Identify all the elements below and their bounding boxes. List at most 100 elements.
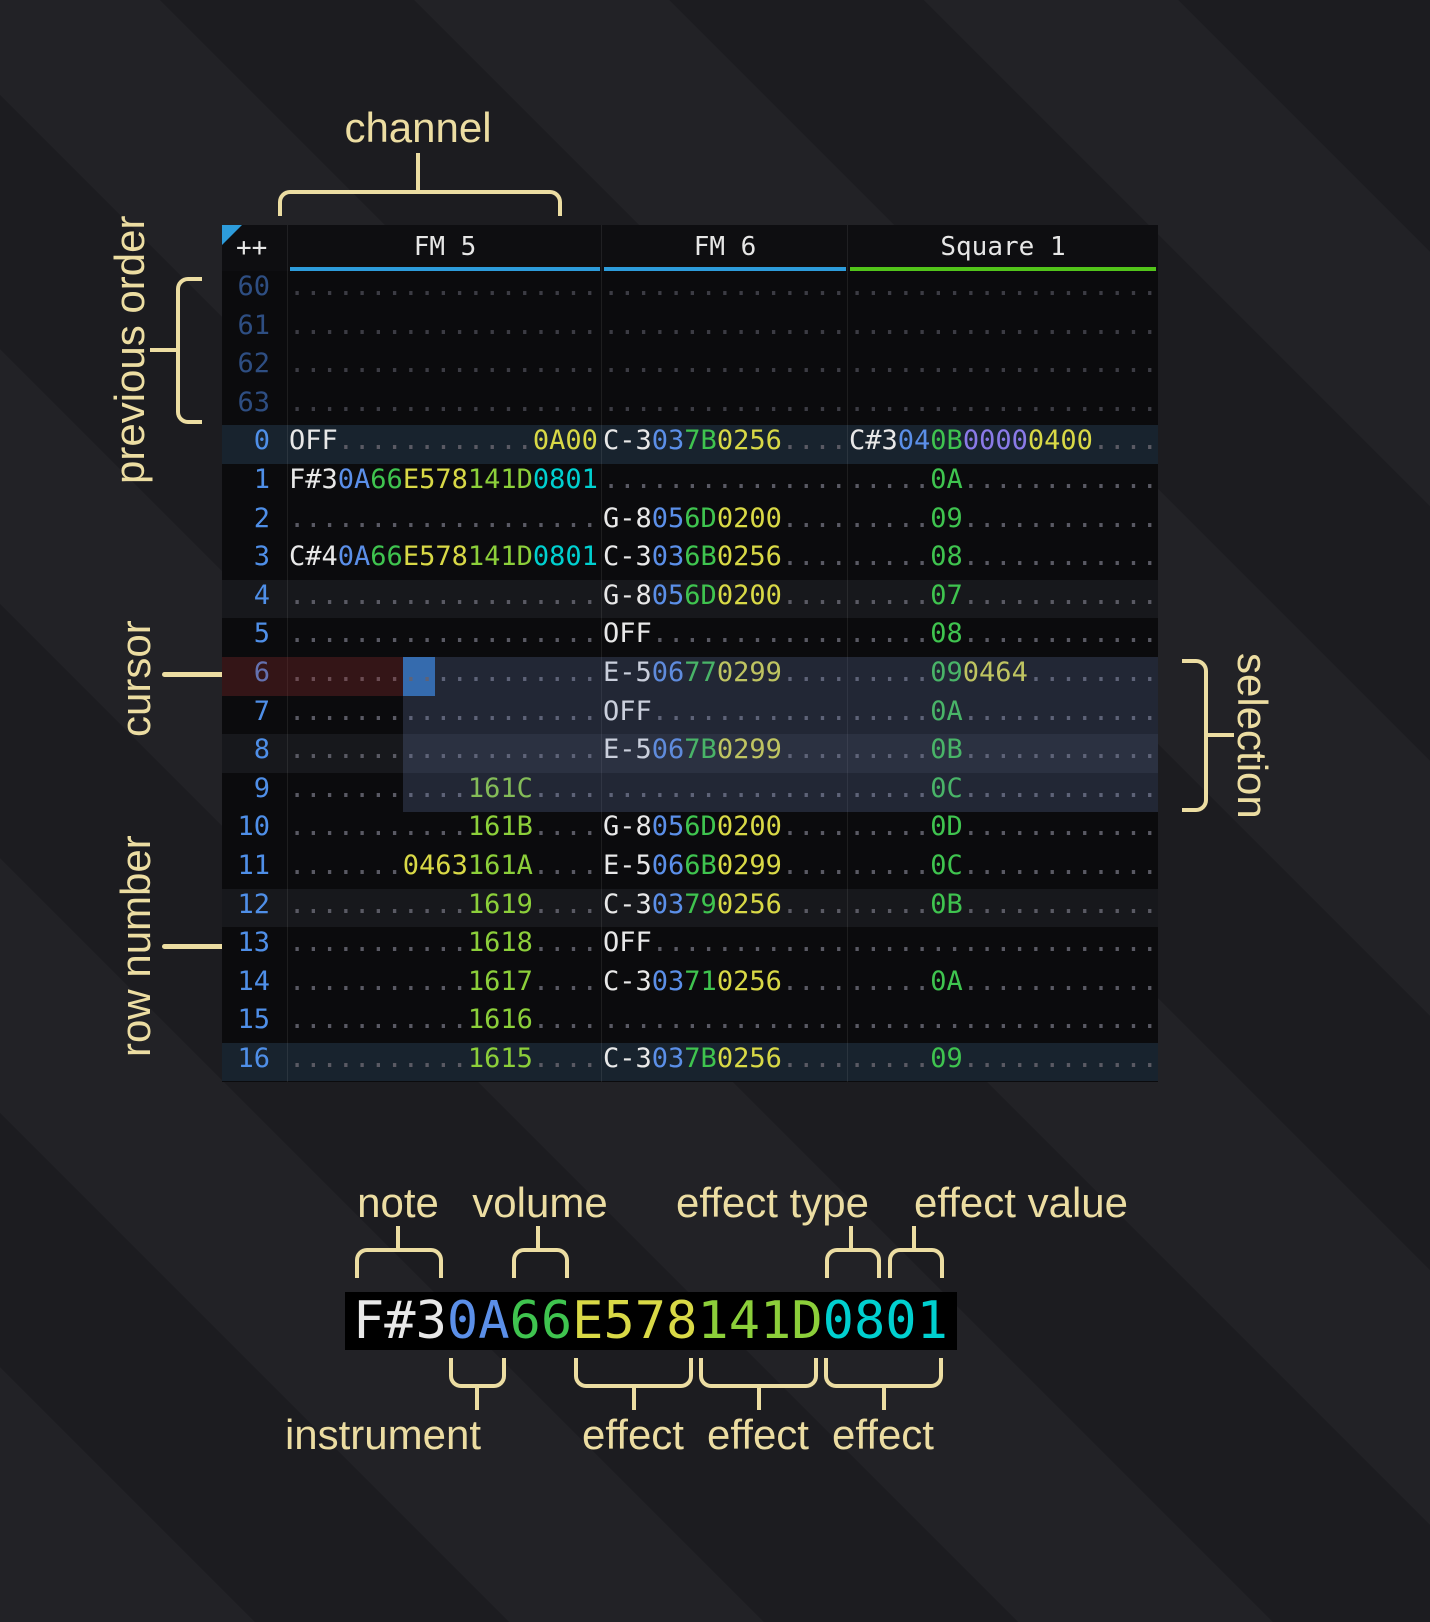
pattern-cell[interactable]: .....0B............: [848, 734, 1158, 773]
pattern-segment: 0A: [337, 541, 371, 573]
pattern-cell[interactable]: .....09............: [848, 1043, 1158, 1082]
pattern-cell[interactable]: ...................: [288, 696, 602, 735]
pattern-cell[interactable]: ...........1615....: [288, 1043, 602, 1082]
pattern-cell[interactable]: ...............: [602, 1004, 848, 1043]
channel-header[interactable]: FM 5: [288, 225, 602, 271]
pattern-cell[interactable]: ...................: [288, 656, 602, 696]
pattern-cell[interactable]: ...................: [288, 387, 602, 426]
pattern-cell[interactable]: ...........1616....: [288, 1004, 602, 1043]
pattern-cell[interactable]: .....0C............: [848, 773, 1158, 812]
pattern-segment: 0C: [930, 772, 963, 804]
pattern-cell[interactable]: E-5066B0299....: [602, 850, 848, 889]
pattern-cell[interactable]: OFF............: [602, 927, 848, 966]
pattern-cell[interactable]: G-8056D0200....: [602, 503, 848, 542]
pattern-cell[interactable]: .....08............: [848, 618, 1158, 657]
row-number-pointer-line: [162, 944, 230, 949]
pattern-cell[interactable]: G-8056D0200....: [602, 811, 848, 850]
previous-order-bracket: [176, 277, 202, 424]
pattern-cell[interactable]: ...................: [288, 348, 602, 387]
pattern-cell[interactable]: ...................: [288, 271, 602, 310]
pattern-cell[interactable]: E-506770299....: [602, 657, 848, 696]
pattern-segment: 0801: [532, 541, 598, 573]
pattern-cell[interactable]: ...........161C....: [288, 773, 602, 812]
pattern-segment: 0463: [402, 849, 468, 881]
pattern-cell[interactable]: .....07............: [848, 580, 1158, 619]
pattern-segment: ....: [781, 541, 847, 573]
pattern-cell[interactable]: C-3037B0256....: [602, 1043, 848, 1082]
pattern-segment: G-8: [603, 579, 652, 611]
pattern-cell[interactable]: ...................: [848, 1004, 1158, 1043]
pattern-row: 11 .......0463161A.... E-5066B0299........…: [222, 850, 1158, 889]
pattern-row: 8................... E-5067B0299.........…: [222, 734, 1158, 773]
pattern-segment: 08: [930, 618, 963, 650]
pattern-cell[interactable]: ...............: [602, 773, 848, 812]
pattern-cell[interactable]: ...............: [602, 387, 848, 426]
pattern-cell[interactable]: .....0A............: [848, 464, 1158, 503]
pattern-segment: 0299: [716, 656, 782, 688]
pattern-cell[interactable]: C-303790256....: [602, 889, 848, 928]
effect1-bracket: [574, 1358, 693, 1388]
pattern-cell[interactable]: G-8056D0200....: [602, 580, 848, 619]
pattern-cell[interactable]: .....0A............: [848, 966, 1158, 1005]
pattern-cell[interactable]: C#40A66E578141D0801: [288, 541, 602, 580]
pattern-cell[interactable]: F#30A66E578141D0801: [288, 464, 602, 503]
pattern-segment: 0B: [930, 734, 963, 766]
row-number: 60: [237, 271, 270, 302]
legend-segment: 1D: [760, 1291, 823, 1351]
pattern-cell[interactable]: ...................: [848, 348, 1158, 387]
pattern-cell[interactable]: ...................: [288, 503, 602, 542]
pattern-segment: ...................: [289, 734, 598, 766]
pattern-cell[interactable]: E-5067B0299....: [602, 734, 848, 773]
pattern-segment: 0A00: [532, 425, 598, 457]
channel-header[interactable]: Square 1: [848, 225, 1158, 271]
pattern-cell[interactable]: C-3036B0256....: [602, 541, 848, 580]
pattern-cell[interactable]: ...........1617....: [288, 966, 602, 1005]
pattern-cell[interactable]: ...............: [602, 310, 848, 349]
row-number: 16: [237, 1042, 270, 1074]
pattern-segment: C#4: [289, 541, 338, 573]
pattern-cell[interactable]: OFF............: [602, 696, 848, 735]
pattern-segment: 1619: [467, 888, 533, 920]
pattern-cell[interactable]: C#3040B00000400....: [848, 425, 1158, 464]
pattern-row: 10 ...........161B.... G-8056D0200........…: [222, 811, 1158, 850]
pattern-cell[interactable]: .....0A............: [848, 696, 1158, 735]
pattern-segment: .....: [849, 579, 931, 611]
pattern-cell[interactable]: ...................: [848, 927, 1158, 966]
pattern-cell[interactable]: OFF............: [602, 618, 848, 657]
volume-label: volume: [472, 1179, 608, 1226]
pattern-cell[interactable]: ...................: [288, 618, 602, 657]
pattern-cell[interactable]: .....0D............: [848, 811, 1158, 850]
pattern-cell[interactable]: .....09............: [848, 503, 1158, 542]
pattern-cell[interactable]: .....08............: [848, 541, 1158, 580]
pattern-cell[interactable]: ...............: [602, 348, 848, 387]
pattern-cell[interactable]: .....0C............: [848, 850, 1158, 889]
pattern-cell[interactable]: ...........1618....: [288, 927, 602, 966]
pattern-cell[interactable]: ...................: [288, 310, 602, 349]
pattern-cell[interactable]: .....0B............: [848, 889, 1158, 928]
pattern-segment: OFF: [603, 695, 652, 727]
row-number-label: row number: [112, 835, 159, 1057]
pattern-cell[interactable]: .......0463161A....: [288, 850, 602, 889]
pattern-cell[interactable]: ...........1619....: [288, 889, 602, 928]
pattern-cell[interactable]: ...................: [848, 387, 1158, 426]
pattern-cell[interactable]: .....090464........: [848, 657, 1158, 696]
channel-header[interactable]: FM 6: [602, 225, 848, 271]
pattern-segment: ...........: [289, 965, 468, 997]
pattern-cell[interactable]: ...................: [288, 734, 602, 773]
pattern-segment: ...................: [849, 309, 1158, 341]
pattern-segment: ...............: [603, 463, 847, 495]
pattern-cell[interactable]: ...................: [848, 310, 1158, 349]
pattern-segment: OFF: [603, 618, 652, 650]
pattern-segment: ...................: [849, 1004, 1158, 1036]
pattern-cell[interactable]: ...................: [848, 271, 1158, 310]
pattern-cell[interactable]: OFF............0A00: [288, 425, 602, 464]
pattern-cell[interactable]: ...............: [602, 271, 848, 310]
pattern-cell[interactable]: ...................: [288, 580, 602, 619]
order-corner-cell[interactable]: ++: [222, 225, 288, 271]
pattern-cell[interactable]: C-303710256....: [602, 966, 848, 1005]
pattern-cell[interactable]: C-3037B0256....: [602, 425, 848, 464]
pattern-cell[interactable]: ...........161B....: [288, 811, 602, 850]
pattern-cell[interactable]: ...............: [602, 464, 848, 503]
row-number: 2: [253, 502, 270, 534]
